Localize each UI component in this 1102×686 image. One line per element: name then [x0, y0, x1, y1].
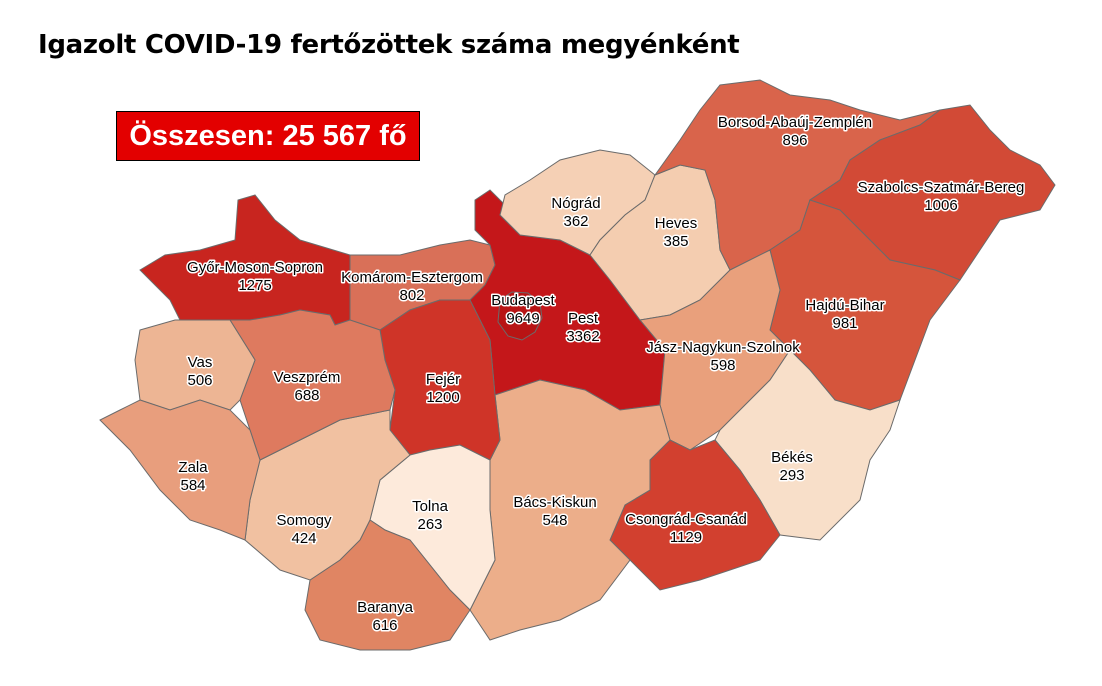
county-value: 293: [779, 467, 804, 484]
map-title: Igazolt COVID-19 fertőzöttek száma megyé…: [38, 30, 740, 60]
county-value: 1006: [924, 197, 957, 214]
county-zala: [99, 399, 261, 541]
county-name: Csongrád-Csanád: [625, 511, 747, 528]
county-value: 9649: [506, 310, 539, 327]
county-name: Győr-Moson-Sopron: [187, 259, 323, 276]
county-name: Vas: [188, 354, 213, 371]
county-name: Budapest: [491, 292, 555, 309]
county-value: 362: [563, 213, 588, 230]
county-name: Bács-Kiskun: [513, 494, 596, 511]
county-value: 548: [542, 512, 567, 529]
county-value: 1275: [238, 277, 271, 294]
county-name: Hajdú-Bihar: [805, 297, 884, 314]
county-value: 424: [291, 530, 316, 547]
county-budapest: [497, 291, 543, 341]
total-cases-badge: Összesen: 25 567 fő: [116, 111, 420, 161]
county-name: Veszprém: [274, 369, 341, 386]
county-name: Jász-Nagykun-Szolnok: [646, 339, 800, 356]
county-value: 688: [294, 387, 319, 404]
county-value: 598: [710, 357, 735, 374]
county-value: 385: [663, 233, 688, 250]
county-name: Baranya: [357, 599, 414, 616]
county-value: 263: [417, 516, 442, 533]
county-name: Békés: [771, 449, 813, 466]
county-value: 1200: [426, 389, 459, 406]
county-name: Komárom-Esztergom: [341, 269, 483, 286]
county-value: 896: [782, 132, 807, 149]
county-name: Nógrád: [551, 195, 600, 212]
county-name: Tolna: [412, 498, 449, 515]
county-name: Fejér: [426, 371, 460, 388]
county-value: 616: [372, 617, 397, 634]
county-value: 981: [832, 315, 857, 332]
county-name: Pest: [568, 310, 599, 327]
county-name: Somogy: [276, 512, 332, 529]
county-value: 584: [180, 477, 205, 494]
county-value: 1129: [670, 529, 702, 546]
county-bekes: [714, 349, 901, 541]
county-name: Borsod-Abaúj-Zemplén: [718, 114, 872, 131]
county-value: 802: [399, 287, 424, 304]
county-veszprem: [229, 309, 396, 461]
county-name: Heves: [655, 215, 698, 232]
county-value: 506: [187, 372, 212, 389]
county-name: Szabolcs-Szatmár-Bereg: [858, 179, 1025, 196]
county-value: 3362: [566, 328, 599, 345]
county-name: Zala: [178, 459, 208, 476]
